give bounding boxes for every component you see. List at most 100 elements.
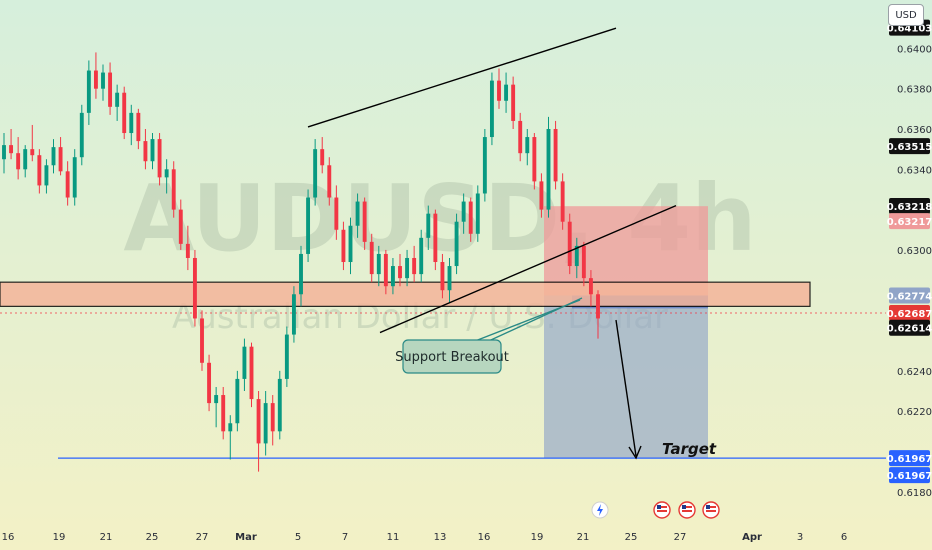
flag-canton xyxy=(682,505,686,509)
candle-body xyxy=(185,243,190,258)
lightning-icon-glyph xyxy=(597,504,603,516)
flag-canton xyxy=(657,505,661,509)
date-tick-label: 6 xyxy=(841,532,847,543)
us-flag-icon[interactable] xyxy=(702,501,720,519)
support-zone[interactable] xyxy=(0,281,811,307)
candle-body xyxy=(86,70,91,113)
candle-body xyxy=(419,237,424,275)
price-tag: 0.62687 xyxy=(887,305,932,322)
candle-body xyxy=(171,169,176,210)
candle-body xyxy=(242,346,247,379)
candle-body xyxy=(192,257,197,319)
candle-body xyxy=(214,395,219,404)
candle-body xyxy=(518,120,523,154)
candle-body xyxy=(9,145,14,154)
price-tag-bg xyxy=(889,213,930,230)
candle-body xyxy=(249,346,254,400)
candle-body xyxy=(348,225,353,263)
date-tick-label: 16 xyxy=(2,532,15,543)
candle-body xyxy=(51,147,56,166)
candle-body xyxy=(115,92,120,107)
candle-body xyxy=(37,155,42,186)
candle-body xyxy=(369,241,374,275)
flag-stripe xyxy=(706,506,716,508)
candle-body xyxy=(426,213,431,238)
candle-body xyxy=(532,137,537,182)
candle-body xyxy=(93,70,98,89)
target-arrow[interactable] xyxy=(615,319,637,457)
candle-body xyxy=(482,137,487,194)
target-arrow-head xyxy=(628,445,642,460)
candle-body xyxy=(178,209,183,244)
candle-body xyxy=(136,112,141,142)
candle-body xyxy=(270,403,275,432)
candle-body xyxy=(362,201,367,242)
candle-body xyxy=(207,362,212,404)
price-tag-label: 0.61967 xyxy=(887,454,932,465)
candle-body xyxy=(79,112,84,158)
candle-body xyxy=(398,266,402,279)
take-profit-zone[interactable] xyxy=(544,295,708,459)
lightning-icon[interactable] xyxy=(591,501,609,519)
date-tick-label: 27 xyxy=(674,532,687,543)
price-tag: 0.61967 xyxy=(887,450,932,467)
date-tick-label: 25 xyxy=(146,532,159,543)
flag-stripe xyxy=(706,510,716,512)
price-tag-label: 0.62774 xyxy=(887,291,932,302)
price-tag-label: 0.63218 xyxy=(887,202,932,213)
candle-body xyxy=(2,145,6,160)
candle-body xyxy=(306,197,311,254)
candle-body xyxy=(143,141,148,162)
candle-body xyxy=(341,229,346,263)
candle-body xyxy=(221,395,226,432)
candle-body xyxy=(23,149,28,170)
candle-body xyxy=(157,139,162,178)
candle-body xyxy=(108,72,113,107)
price-tag-bg xyxy=(889,197,930,214)
candle-body xyxy=(433,213,438,263)
price-tag: 0.62774 xyxy=(887,287,932,304)
price-tag-bg xyxy=(889,319,930,336)
candle-body xyxy=(596,294,600,319)
candle-body xyxy=(497,80,501,101)
support-breakout-callout[interactable]: Support Breakout xyxy=(395,339,509,374)
lower-channel-line[interactable] xyxy=(379,204,677,334)
date-tick-label: 3 xyxy=(797,532,803,543)
candle-body xyxy=(440,262,445,291)
candle-body xyxy=(574,245,579,267)
candle-body xyxy=(30,149,35,156)
candle-body xyxy=(525,137,530,154)
us-flag-icon[interactable] xyxy=(653,501,671,519)
candle-body xyxy=(546,128,551,210)
candle-body xyxy=(461,201,466,222)
candle-body xyxy=(327,165,332,198)
upper-channel-line[interactable] xyxy=(307,27,617,128)
candle-body xyxy=(468,201,473,234)
candle-body xyxy=(475,193,480,234)
price-tag-bg xyxy=(889,138,930,155)
candle-body xyxy=(489,80,494,138)
date-tick-label: 19 xyxy=(53,532,66,543)
flag-stripe xyxy=(682,510,692,512)
candle-body xyxy=(553,128,558,182)
candle-body xyxy=(560,181,565,222)
candle-body xyxy=(129,112,134,134)
price-tag: 0.63217 xyxy=(887,213,932,230)
us-flag-icon[interactable] xyxy=(678,501,696,519)
currency-selector[interactable]: USD xyxy=(888,4,924,26)
candle-body xyxy=(539,181,544,210)
candle-body xyxy=(72,157,77,198)
callout-connector xyxy=(469,299,581,344)
date-tick-label: Mar xyxy=(235,532,257,543)
price-tag: 0.62614 xyxy=(887,319,932,336)
candle-body xyxy=(581,245,586,279)
date-tick-label: 19 xyxy=(531,532,544,543)
candle-body xyxy=(122,92,127,134)
flag-stripe xyxy=(657,506,667,508)
